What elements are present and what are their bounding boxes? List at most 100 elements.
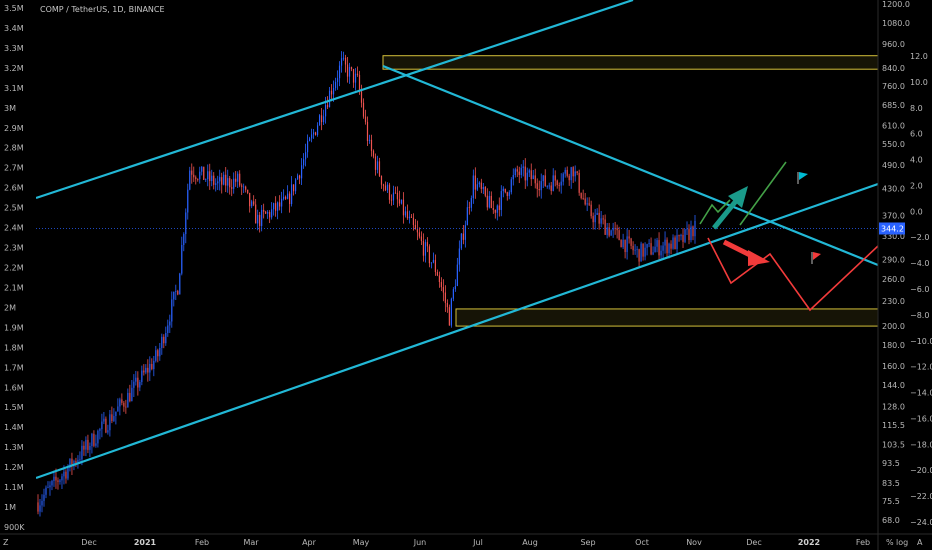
time-axis-label: Sep <box>580 538 595 547</box>
candle-body <box>263 209 265 212</box>
candle-body <box>604 219 606 235</box>
candle-body <box>460 233 462 249</box>
candle-body <box>664 239 666 246</box>
percent-tick: −16.0 <box>910 414 932 423</box>
current-price-label: 344.2 <box>881 224 904 233</box>
candle-body <box>271 209 273 218</box>
candle-body <box>622 239 624 248</box>
candle-body <box>326 104 329 108</box>
bear-arrow-shaft <box>722 239 754 259</box>
price-tick: 83.5 <box>882 479 900 488</box>
candle-body <box>79 459 81 461</box>
percent-tick: −6.0 <box>910 285 929 294</box>
candle-body <box>281 198 283 207</box>
candle-body <box>346 64 349 77</box>
candle-body <box>45 487 47 495</box>
candle-body <box>283 196 285 199</box>
left-axis-tick: 1.5M <box>4 403 24 412</box>
candle-body <box>213 175 215 185</box>
candle-body <box>41 500 43 506</box>
candle-body <box>219 177 221 182</box>
candle-body <box>113 416 115 421</box>
price-tick: 128.0 <box>882 402 905 411</box>
candle-body <box>245 186 247 190</box>
candle-body <box>293 184 295 192</box>
log-toggle: log <box>896 538 908 547</box>
left-axis-tick: 1.6M <box>4 383 24 392</box>
candle-body <box>336 78 339 82</box>
percent-tick: −22.0 <box>910 492 932 501</box>
left-axis-tick: 3.5M <box>4 4 24 13</box>
candle-body <box>580 192 582 199</box>
candle-body <box>486 195 488 208</box>
candle-body <box>516 169 518 172</box>
candle-body <box>237 173 239 182</box>
candle-body <box>157 350 159 357</box>
candle-body <box>598 212 600 224</box>
candle-body <box>514 169 516 176</box>
left-axis-tick: 1.7M <box>4 363 24 372</box>
candle-body <box>500 191 502 210</box>
candle-body <box>432 259 434 263</box>
candle-body <box>572 167 574 177</box>
candle-body <box>548 185 550 187</box>
channel-upper-line <box>36 0 634 200</box>
candle-body <box>153 360 155 370</box>
candle-body <box>448 307 450 326</box>
left-axis-tick: 1.1M <box>4 483 24 492</box>
candle-body <box>564 169 566 174</box>
candle-body <box>330 90 333 95</box>
candle-body <box>299 175 301 179</box>
price-tick: 144.0 <box>882 381 905 390</box>
candle-body <box>47 487 49 489</box>
candle-body <box>350 67 353 70</box>
candle-body <box>306 140 309 153</box>
candle-body <box>436 272 438 276</box>
candle-body <box>155 350 157 361</box>
candle-body <box>484 186 486 196</box>
candle-body <box>494 209 496 213</box>
candle-body <box>672 237 674 249</box>
candle-body <box>690 226 692 241</box>
candle-body <box>55 476 57 481</box>
candle-body <box>490 195 492 209</box>
percent-tick: 2.0 <box>910 181 923 190</box>
candle-body <box>133 381 135 388</box>
price-tick: 160.0 <box>882 362 905 371</box>
price-tick: 115.5 <box>882 421 905 430</box>
candle-body <box>586 203 588 205</box>
candle-body <box>364 116 367 122</box>
candle-body <box>382 184 385 186</box>
candle-body <box>81 445 83 460</box>
candle-body <box>137 377 139 388</box>
candle-body <box>318 115 321 126</box>
percent-tick: 10.0 <box>910 78 928 87</box>
candle-body <box>362 102 365 117</box>
candle-body <box>392 192 395 201</box>
candle-body <box>239 173 241 186</box>
candle-body <box>412 217 415 225</box>
candle-body <box>492 208 494 210</box>
candle-body <box>446 302 448 308</box>
candle-body <box>536 183 538 189</box>
candle-body <box>624 239 626 253</box>
candle-body <box>147 367 149 373</box>
candle-body <box>191 170 193 175</box>
support-zone <box>455 308 878 327</box>
candle-body <box>189 170 191 190</box>
price-tick: 370.0 <box>882 211 905 220</box>
price-tick: 490.0 <box>882 161 905 170</box>
candle-body <box>111 414 113 421</box>
bull-scenario-zigzag <box>699 199 731 225</box>
left-axis-tick: 3.1M <box>4 84 24 93</box>
time-axis-label: Dec <box>81 538 96 547</box>
candle-body <box>163 336 165 344</box>
left-axis-tick: 3.2M <box>4 64 24 73</box>
price-tick: 430.0 <box>882 184 905 193</box>
candle-body <box>452 289 454 299</box>
candle-body <box>91 433 93 447</box>
candle-body <box>297 175 299 180</box>
bull-arrow-head <box>728 186 748 208</box>
candle-body <box>434 259 436 273</box>
